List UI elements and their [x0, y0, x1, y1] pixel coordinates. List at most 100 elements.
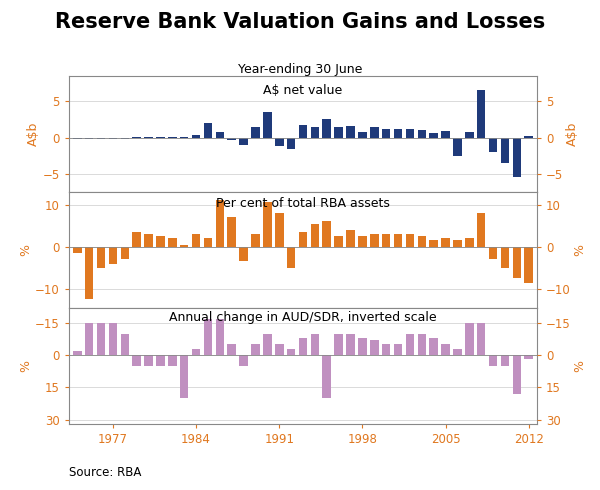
Y-axis label: A$b: A$b — [566, 122, 579, 146]
Bar — [322, 355, 331, 398]
Bar — [227, 138, 236, 141]
Bar — [192, 234, 200, 247]
Bar — [85, 323, 94, 355]
Bar — [346, 230, 355, 247]
Bar — [121, 138, 129, 139]
Bar — [394, 344, 403, 355]
Bar — [441, 238, 450, 247]
Bar — [418, 236, 426, 247]
Bar — [406, 334, 414, 355]
Bar — [239, 247, 248, 262]
Bar — [168, 355, 176, 366]
Bar — [263, 112, 272, 138]
Bar — [465, 132, 473, 138]
Bar — [500, 138, 509, 163]
Bar — [524, 247, 533, 283]
Y-axis label: %: % — [574, 360, 587, 372]
Bar — [299, 124, 307, 138]
Bar — [382, 234, 391, 247]
Bar — [453, 138, 461, 156]
Bar — [524, 355, 533, 360]
Bar — [441, 344, 450, 355]
Y-axis label: %: % — [19, 244, 32, 256]
Bar — [489, 138, 497, 152]
Bar — [156, 355, 165, 366]
Bar — [500, 355, 509, 366]
Bar — [239, 138, 248, 145]
Bar — [192, 135, 200, 138]
Bar — [394, 234, 403, 247]
Bar — [192, 349, 200, 355]
Bar — [358, 236, 367, 247]
Bar — [109, 247, 117, 264]
Bar — [275, 344, 284, 355]
Bar — [156, 236, 165, 247]
Bar — [287, 349, 295, 355]
Bar — [251, 344, 260, 355]
Bar — [133, 355, 141, 366]
Bar — [477, 213, 485, 247]
Bar — [121, 247, 129, 259]
Bar — [85, 138, 94, 139]
Bar — [109, 138, 117, 139]
Bar — [180, 355, 188, 398]
Bar — [370, 127, 379, 138]
Bar — [370, 234, 379, 247]
Bar — [299, 232, 307, 247]
Bar — [346, 334, 355, 355]
Bar — [215, 200, 224, 247]
Bar — [311, 223, 319, 247]
Bar — [299, 338, 307, 355]
Bar — [322, 120, 331, 138]
Bar — [168, 238, 176, 247]
Y-axis label: %: % — [574, 244, 587, 256]
Bar — [406, 234, 414, 247]
Bar — [215, 132, 224, 138]
Bar — [251, 127, 260, 138]
Bar — [346, 126, 355, 138]
Bar — [512, 247, 521, 278]
Bar — [465, 238, 473, 247]
Bar — [358, 132, 367, 138]
Bar — [275, 213, 284, 247]
Bar — [203, 318, 212, 355]
Bar — [287, 138, 295, 149]
Text: Source: RBA: Source: RBA — [69, 466, 142, 479]
Bar — [334, 236, 343, 247]
Bar — [430, 338, 438, 355]
Bar — [275, 138, 284, 146]
Bar — [430, 133, 438, 138]
Y-axis label: %: % — [19, 360, 32, 372]
Bar — [465, 323, 473, 355]
Bar — [524, 136, 533, 138]
Bar — [430, 241, 438, 247]
Bar — [109, 323, 117, 355]
Bar — [145, 234, 153, 247]
Bar — [227, 217, 236, 247]
Bar — [406, 129, 414, 138]
Bar — [418, 334, 426, 355]
Bar — [477, 91, 485, 138]
Text: Year-ending 30 June: Year-ending 30 June — [238, 63, 362, 76]
Text: A$ net value: A$ net value — [263, 84, 343, 97]
Bar — [73, 351, 82, 355]
Bar — [358, 338, 367, 355]
Bar — [453, 241, 461, 247]
Bar — [500, 247, 509, 268]
Bar — [180, 245, 188, 247]
Bar — [370, 340, 379, 355]
Bar — [311, 127, 319, 138]
Bar — [512, 138, 521, 177]
Bar — [441, 131, 450, 138]
Bar — [97, 138, 106, 139]
Y-axis label: A$b: A$b — [27, 122, 40, 146]
Bar — [239, 355, 248, 366]
Bar — [382, 344, 391, 355]
Bar — [489, 247, 497, 259]
Bar — [394, 129, 403, 138]
Bar — [477, 323, 485, 355]
Bar — [85, 247, 94, 299]
Bar — [251, 234, 260, 247]
Bar — [133, 232, 141, 247]
Text: Reserve Bank Valuation Gains and Losses: Reserve Bank Valuation Gains and Losses — [55, 12, 545, 32]
